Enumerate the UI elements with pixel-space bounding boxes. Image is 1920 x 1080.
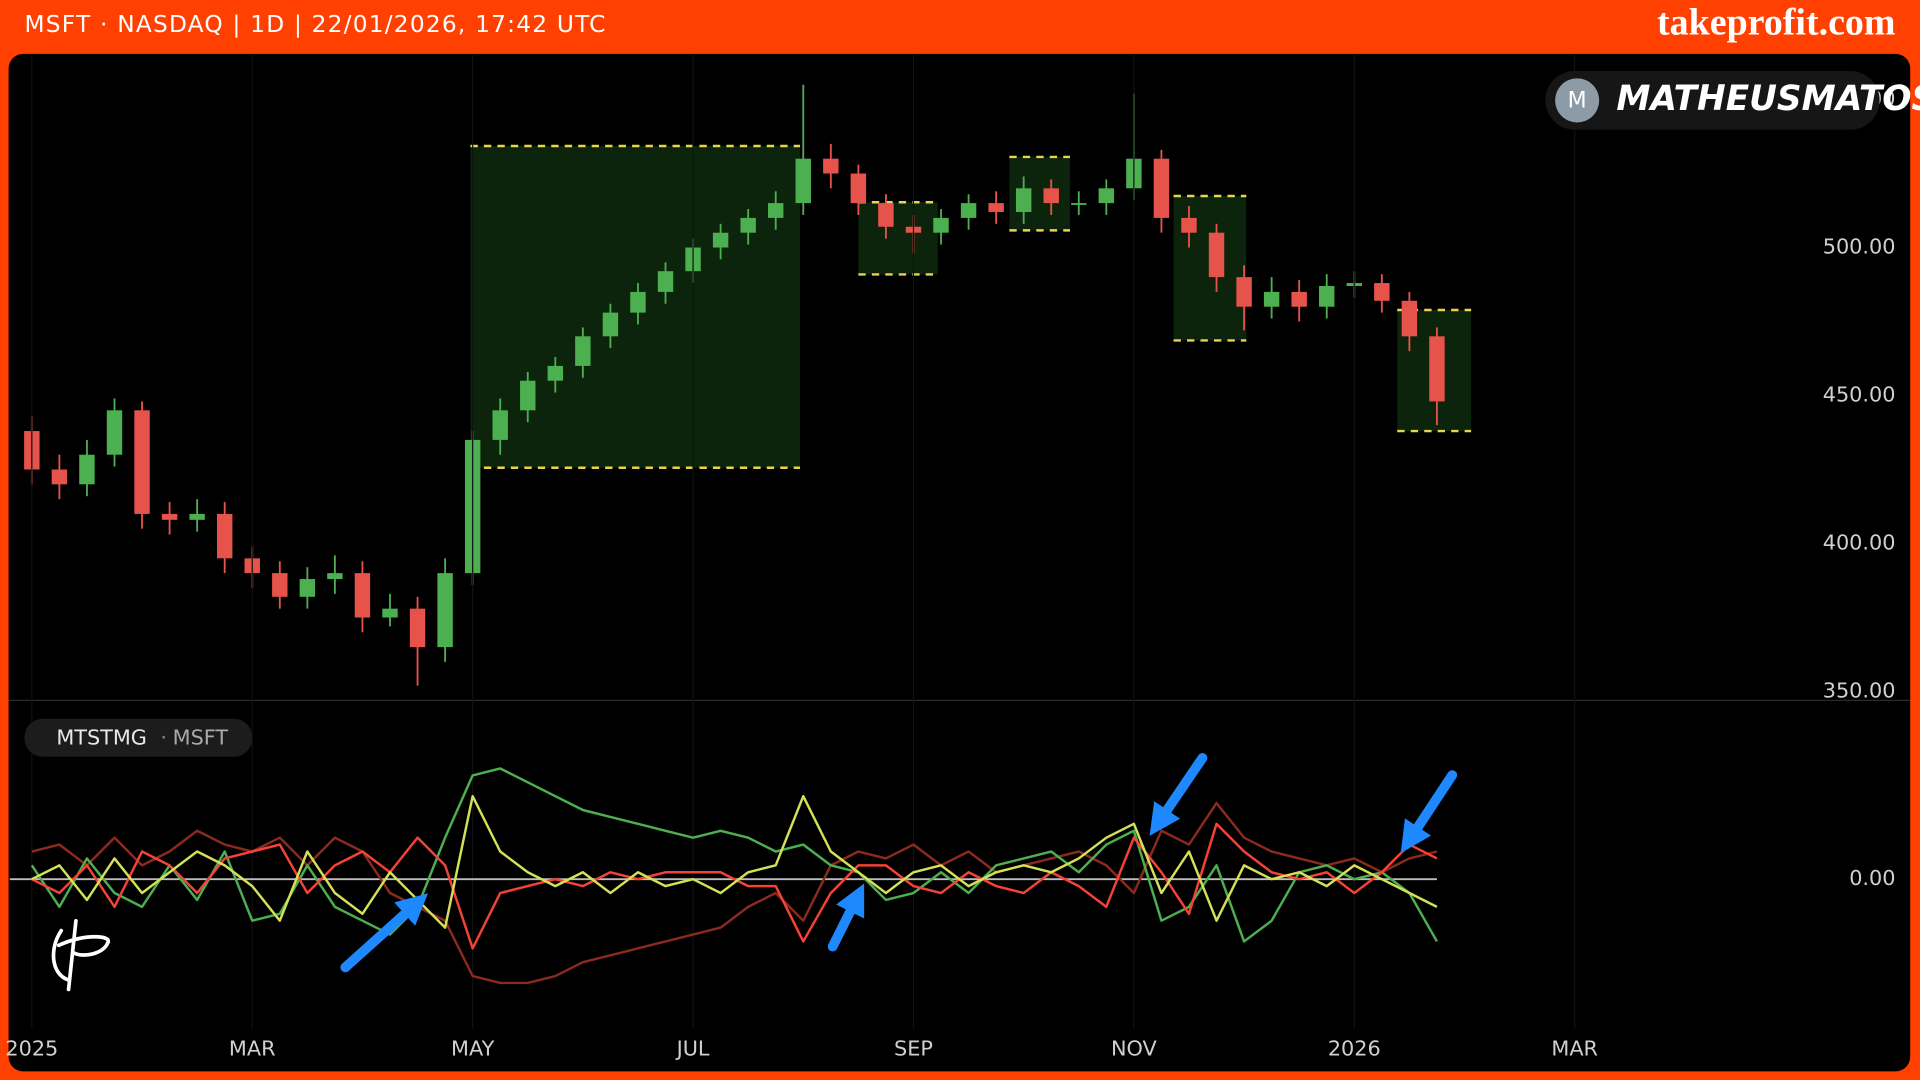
candle-body — [437, 573, 453, 648]
indicator-line — [31, 794, 1438, 929]
candle-body — [1181, 217, 1197, 233]
zone — [858, 202, 938, 275]
plot-area: 350.00400.00450.00500.00550.002025MARMAY… — [5, 55, 1896, 1060]
candle-body — [134, 410, 150, 514]
candle-body — [189, 513, 205, 520]
avatar — [1555, 78, 1600, 123]
x-tick-label: MAR — [1551, 1036, 1598, 1060]
candle-body — [1071, 203, 1087, 205]
y-tick-label: 350.00 — [1823, 679, 1896, 703]
candle-body — [106, 410, 123, 455]
candle-body — [1319, 285, 1335, 307]
x-tick-label: 2025 — [5, 1036, 58, 1060]
candle-body — [547, 365, 564, 381]
candle-body — [1429, 336, 1445, 402]
y-tick-label: 500.00 — [1823, 235, 1896, 259]
x-tick-label: SEP — [894, 1036, 933, 1060]
candle-body — [1291, 291, 1307, 307]
x-tick-label: 2026 — [1328, 1036, 1381, 1060]
watermark-pill — [1545, 71, 1880, 130]
arrow — [340, 893, 428, 973]
candle-body — [382, 608, 398, 618]
y-tick-label: 0.00 — [1849, 866, 1895, 890]
logo — [51, 918, 111, 992]
candle-body — [960, 203, 977, 218]
candle-body — [1401, 300, 1418, 337]
candle-body — [795, 158, 811, 204]
y-tick-label: 400.00 — [1823, 531, 1896, 555]
candle-body — [520, 380, 536, 411]
watermark-name: MATHEUSMATOS — [1616, 79, 1920, 119]
logo-stroke — [51, 918, 111, 992]
x-tick-label: JUL — [675, 1036, 710, 1060]
candle-body — [878, 203, 894, 227]
candle-body — [630, 291, 646, 313]
candle-body — [1015, 188, 1032, 212]
candle-body — [327, 573, 343, 580]
brand[interactable]: takeprofit.com — [1657, 1, 1895, 43]
arrow — [827, 883, 865, 952]
candle-body — [1263, 291, 1280, 307]
candle-body — [299, 579, 316, 597]
candle-body — [768, 203, 784, 218]
indicator-name: MTSTMG — [56, 725, 147, 749]
candle-body — [1374, 283, 1390, 301]
x-tick-label: NOV — [1111, 1036, 1158, 1060]
candle-body — [1043, 188, 1059, 204]
candle-body — [657, 271, 674, 292]
candle-body — [933, 217, 949, 233]
watermark: M MATHEUSMATOS — [1545, 71, 1920, 130]
candle-body — [988, 203, 1004, 212]
indicator-line — [31, 822, 1438, 950]
candle-body — [712, 232, 729, 248]
candle-body — [492, 410, 508, 440]
candle-body — [409, 608, 426, 648]
candle-body — [575, 336, 591, 366]
arrow — [1400, 770, 1458, 854]
header-title: MSFT · NASDAQ | 1D | 22/01/2026, 17:42 U… — [24, 11, 606, 38]
candle-body — [1153, 158, 1170, 218]
y-tick-label: 450.00 — [1823, 383, 1896, 407]
candle-body — [161, 513, 178, 520]
chart-panel — [8, 53, 1911, 1072]
candle-body — [823, 158, 839, 174]
indicator-line — [31, 801, 1438, 985]
separator: · — [160, 725, 167, 749]
candle-body — [1098, 188, 1115, 204]
candle-body — [79, 454, 95, 485]
arrow — [1149, 753, 1208, 836]
candle-body — [1208, 232, 1225, 278]
annotations — [340, 753, 1458, 973]
candle-body — [602, 312, 619, 337]
candle-body — [272, 573, 288, 597]
indicator-legend[interactable]: MTSTMG · MSFT — [24, 718, 253, 757]
candle-body — [850, 173, 867, 204]
legend-pill[interactable] — [24, 718, 253, 757]
candle-body — [1236, 277, 1252, 307]
candle-body — [51, 469, 68, 485]
indicator-symbol: MSFT — [173, 725, 229, 749]
candle-body — [216, 513, 233, 559]
avatar-initial: M — [1568, 89, 1587, 114]
x-tick-label: MAY — [451, 1036, 495, 1060]
candle-body — [740, 217, 756, 233]
x-tick-label: MAR — [229, 1036, 276, 1060]
candle-body — [354, 573, 371, 618]
